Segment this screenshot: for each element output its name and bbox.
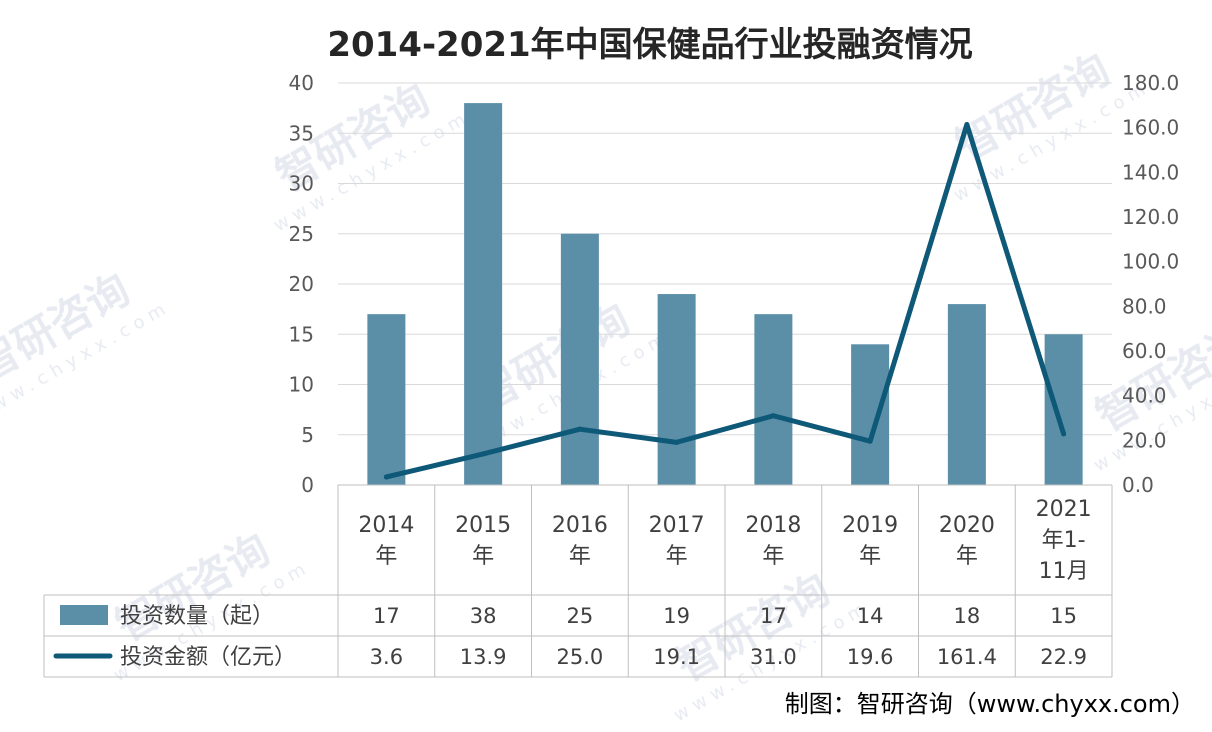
line-point: [867, 438, 873, 444]
bar: [560, 233, 599, 485]
table-value-cell: 17: [373, 604, 400, 628]
table-value-cell: 18: [954, 604, 981, 628]
data-table: 2014 年 2015 年 2016 年 2017 年 2018 年 2019 年 2020 年 2021 年…: [43, 484, 1113, 678]
line-point: [674, 439, 680, 445]
table-value-cell: 3.6: [370, 645, 403, 669]
category-label: 2019 年: [842, 513, 898, 569]
left-axis-tick-label: 20: [289, 272, 314, 296]
bar-series: [367, 103, 1083, 485]
left-axis-tick-label: 30: [289, 172, 314, 196]
line-point: [964, 122, 970, 128]
left-axis-tick-label: 5: [301, 423, 314, 447]
category-label: 2017 年: [649, 513, 705, 569]
left-axis-tick-label: 35: [289, 121, 314, 145]
category-label: 2020 年: [939, 513, 995, 569]
left-axis-tick-label: 0: [301, 473, 314, 497]
bar: [851, 344, 890, 485]
left-y-axis: 0 5 10 15 20 25 30 35 40: [289, 71, 314, 497]
category-label: 2016 年: [552, 513, 608, 569]
chart-title: 2014-2021年中国保健品行业投融资情况: [327, 25, 972, 65]
left-axis-tick-label: 40: [289, 71, 314, 95]
bar: [464, 103, 503, 485]
right-axis-tick-label: 180.0: [1122, 71, 1179, 95]
right-axis-tick-label: 60.0: [1122, 339, 1167, 363]
line-path: [383, 122, 1067, 480]
right-axis-tick-label: 100.0: [1122, 250, 1179, 274]
right-axis-tick-label: 40.0: [1122, 384, 1167, 408]
left-axis-tick-label: 15: [289, 322, 314, 346]
right-axis-tick-label: 120.0: [1122, 205, 1179, 229]
left-axis-tick-label: 25: [289, 222, 314, 246]
table-value-cell: 19: [663, 604, 690, 628]
right-axis-tick-label: 20.0: [1122, 428, 1167, 452]
table-value-cell: 22.9: [1040, 645, 1087, 669]
bar: [947, 304, 986, 485]
line-point: [480, 451, 486, 457]
table-value-cell: 15: [1050, 604, 1077, 628]
legend-series-name: 投资数量（起）: [120, 604, 274, 629]
table-value-cell: 31.0: [750, 645, 797, 669]
line-point: [383, 474, 389, 480]
line-point: [1061, 431, 1067, 437]
table-value-cell: 25: [567, 604, 594, 628]
right-axis-tick-label: 140.0: [1122, 160, 1179, 184]
table-value-cell: 38: [470, 604, 497, 628]
legend-bar-key: [60, 605, 108, 625]
category-label: 2018 年: [745, 513, 801, 569]
table-value-cell: 17: [760, 604, 787, 628]
category-label: 2015 年: [455, 513, 511, 569]
bar: [1044, 334, 1083, 485]
line-series: [383, 122, 1067, 480]
line-point: [577, 426, 583, 432]
category-label: 2021 年1-11月: [1036, 497, 1092, 584]
right-y-axis: 0.0 20.0 40.0 60.0 80.0 100.0 120.0 140.0 160.0 1…: [1122, 71, 1179, 497]
table-value-cell: 14: [857, 604, 884, 628]
right-axis-tick-label: 80.0: [1122, 294, 1167, 318]
bar: [657, 294, 696, 485]
table-value-cell: 25.0: [556, 645, 603, 669]
table-value-cell: 161.4: [937, 645, 997, 669]
bar: [754, 314, 793, 485]
bar: [367, 314, 406, 485]
source-note: 制图：智研咨询（www.chyxx.com）: [785, 690, 1195, 718]
right-axis-tick-label: 0.0: [1122, 473, 1154, 497]
table-value-cell: 19.6: [847, 645, 894, 669]
line-point: [770, 413, 776, 419]
legend-series-name: 投资金额（亿元）: [120, 645, 296, 670]
table-value-cell: 19.1: [653, 645, 700, 669]
table-value-cell: 13.9: [460, 645, 507, 669]
category-label: 2014 年: [358, 513, 414, 569]
right-axis-tick-label: 160.0: [1122, 116, 1179, 140]
left-axis-tick-label: 10: [289, 373, 314, 397]
